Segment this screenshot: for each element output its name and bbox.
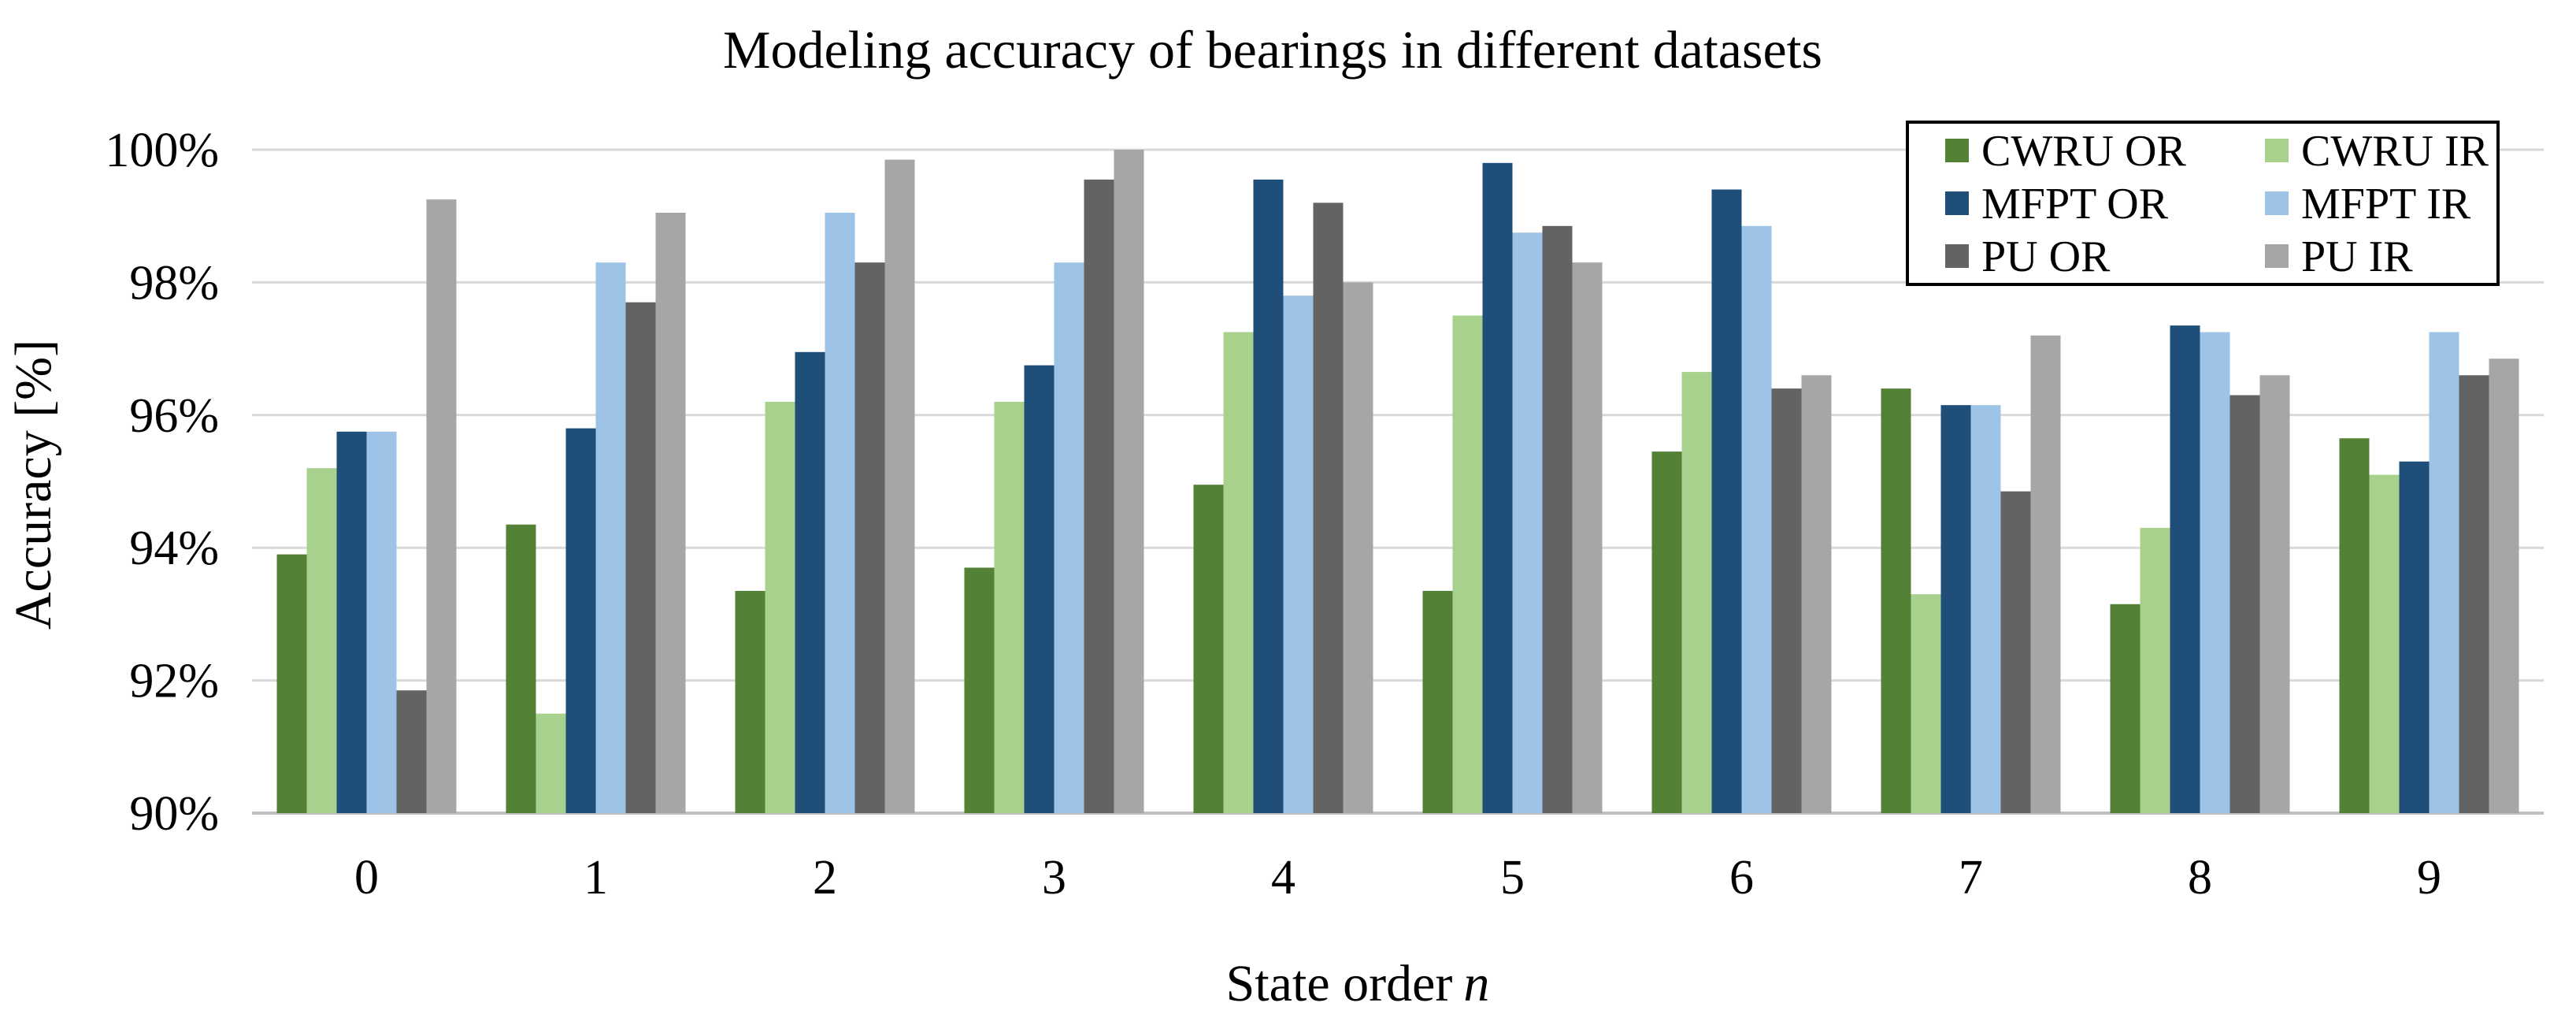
bar-cwru-ir-n0: [306, 468, 337, 813]
bar-mfpt-or-n3: [1024, 365, 1054, 813]
bar-cwru-ir-n7: [1911, 594, 1941, 813]
bar-pu-or-n6: [1771, 388, 1802, 813]
bar-mfpt-ir-n3: [1054, 262, 1084, 813]
bar-cwru-or-n7: [1881, 388, 1911, 813]
y-tick-label: 96%: [129, 389, 219, 443]
x-tick-label: 6: [1729, 851, 1754, 905]
bar-cwru-or-n8: [2110, 604, 2140, 813]
legend-label: MFPT OR: [1981, 180, 2169, 228]
legend-swatch: [1945, 244, 1969, 268]
bar-cwru-or-n0: [276, 554, 307, 813]
bar-pu-ir-n1: [655, 212, 686, 813]
bars: [276, 150, 2519, 814]
bar-pu-or-n8: [2229, 395, 2260, 813]
bar-mfpt-or-n4: [1253, 179, 1284, 813]
bar-pu-ir-n6: [1801, 375, 1832, 813]
x-axis-title: State order n: [1226, 955, 1490, 1012]
legend-swatch: [1945, 191, 1969, 215]
bar-pu-or-n3: [1084, 179, 1114, 813]
x-tick-label: 8: [2188, 851, 2212, 905]
bar-cwru-ir-n6: [1681, 372, 1712, 813]
bar-mfpt-ir-n0: [366, 431, 397, 813]
bar-mfpt-ir-n8: [2200, 332, 2230, 813]
bar-cwru-or-n2: [735, 590, 765, 813]
bar-mfpt-or-n8: [2170, 325, 2200, 813]
x-axis-ticks: 0 1 2 3 4 5 6 7 8 9: [354, 851, 2441, 905]
x-tick-label: 0: [354, 851, 379, 905]
x-tick-label: 9: [2417, 851, 2441, 905]
bar-mfpt-ir-n6: [1741, 225, 1772, 814]
bar-cwru-or-n5: [1422, 590, 1453, 813]
bar-mfpt-or-n2: [795, 351, 825, 813]
bar-cwru-or-n4: [1193, 485, 1224, 813]
legend-label: CWRU IR: [2301, 127, 2489, 176]
x-tick-label: 1: [584, 851, 608, 905]
bar-cwru-ir-n4: [1223, 332, 1254, 813]
x-axis-title-variable: n: [1463, 955, 1489, 1012]
bar-mfpt-or-n1: [565, 428, 596, 813]
bar-pu-ir-n9: [2489, 358, 2519, 814]
bar-cwru-ir-n9: [2369, 474, 2400, 813]
bar-cwru-or-n1: [506, 524, 536, 813]
legend-label: PU IR: [2301, 232, 2413, 281]
bar-pu-ir-n0: [426, 199, 457, 813]
x-axis-title-text: State order: [1226, 955, 1453, 1012]
bar-mfpt-ir-n2: [825, 212, 855, 813]
bar-cwru-or-n6: [1651, 451, 1682, 813]
bar-pu-ir-n5: [1572, 262, 1603, 813]
x-tick-label: 2: [813, 851, 837, 905]
bar-cwru-or-n9: [2339, 438, 2370, 813]
x-tick-label: 4: [1271, 851, 1295, 905]
y-tick-label: 98%: [129, 256, 219, 310]
bar-pu-ir-n2: [884, 159, 915, 813]
legend-swatch: [2265, 139, 2289, 162]
legend-label: CWRU OR: [1981, 127, 2186, 176]
legend-swatch: [1945, 139, 1969, 162]
y-tick-label: 94%: [129, 522, 219, 575]
y-axis-ticks: 90% 92% 94% 96% 98% 100%: [105, 124, 219, 841]
bar-mfpt-ir-n4: [1283, 295, 1314, 813]
bar-mfpt-or-n7: [1940, 405, 1971, 813]
bar-pu-or-n7: [2000, 491, 2031, 813]
legend-label: PU OR: [1981, 232, 2111, 281]
legend-label: MFPT IR: [2301, 180, 2471, 228]
chart-title: Modeling accuracy of bearings in differe…: [723, 20, 1822, 80]
bar-mfpt-or-n9: [2399, 461, 2430, 813]
legend-swatch: [2265, 191, 2289, 215]
bar-pu-ir-n3: [1114, 150, 1144, 813]
bar-pu-ir-n4: [1343, 282, 1373, 813]
bar-mfpt-ir-n7: [1970, 405, 2001, 813]
legend: CWRU OR CWRU IR MFPT OR MFPT IR PU OR PU IR: [1906, 121, 2500, 286]
bar-pu-or-n5: [1542, 225, 1573, 814]
legend-box: [1906, 121, 2500, 286]
y-tick-label: 100%: [105, 124, 219, 177]
bar-pu-or-n2: [854, 262, 885, 813]
bar-mfpt-ir-n1: [595, 262, 626, 813]
y-axis-title: Accuracy [%]: [5, 340, 62, 630]
bar-pu-or-n4: [1313, 202, 1344, 813]
bar-pu-ir-n8: [2259, 375, 2290, 813]
bar-mfpt-or-n5: [1482, 162, 1513, 814]
bar-pu-or-n9: [2459, 375, 2489, 813]
y-tick-label: 92%: [129, 655, 219, 708]
y-tick-label: 90%: [129, 787, 219, 841]
bar-mfpt-or-n6: [1711, 189, 1742, 813]
bar-mfpt-or-n0: [336, 431, 367, 813]
bar-pu-or-n1: [625, 302, 656, 813]
x-tick-label: 5: [1500, 851, 1525, 905]
bar-pu-ir-n7: [2030, 335, 2061, 813]
bar-cwru-ir-n2: [765, 401, 795, 814]
bar-cwru-ir-n3: [994, 401, 1025, 814]
bar-mfpt-ir-n9: [2429, 332, 2459, 813]
bar-cwru-ir-n5: [1452, 315, 1483, 813]
bar-cwru-ir-n8: [2140, 527, 2170, 813]
x-tick-label: 3: [1042, 851, 1066, 905]
bar-cwru-ir-n1: [536, 713, 566, 813]
bar-cwru-or-n3: [964, 567, 995, 813]
legend-swatch: [2265, 244, 2289, 268]
x-tick-label: 7: [1959, 851, 1983, 905]
bar-pu-or-n0: [396, 690, 427, 813]
bar-mfpt-ir-n5: [1512, 232, 1543, 813]
